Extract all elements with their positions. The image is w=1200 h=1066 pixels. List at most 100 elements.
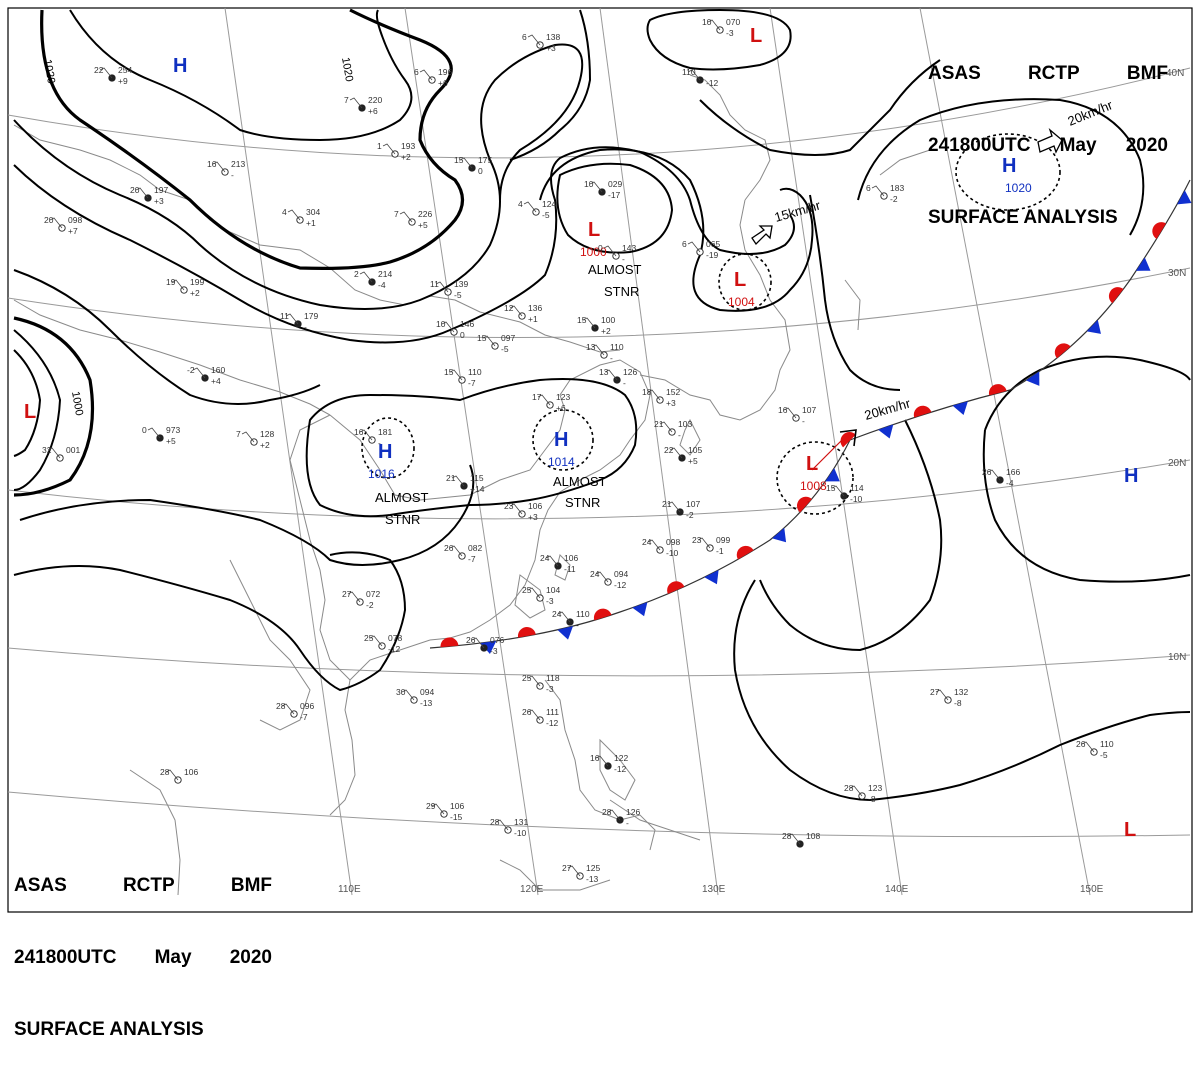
station-pressure: 078 xyxy=(388,633,402,643)
wind-barb-icon xyxy=(1081,741,1095,753)
wind-barb-icon xyxy=(527,587,541,599)
station-tendency: +3 xyxy=(666,398,676,408)
station-pressure: 104 xyxy=(546,585,560,595)
station-plot: 27 132-8 xyxy=(930,687,968,708)
header-month: May xyxy=(1059,135,1097,156)
station-tendency: +4 xyxy=(211,376,221,386)
station-pressure: 115 xyxy=(470,473,484,483)
warm-front-semicircle xyxy=(517,627,536,638)
station-pressure: 254 xyxy=(118,65,132,75)
wind-barb-icon xyxy=(47,447,61,459)
cold-front-triangle xyxy=(480,641,497,654)
station-temperature: 21 xyxy=(662,499,672,509)
station-pressure: 106 xyxy=(450,801,464,811)
wind-barb-icon xyxy=(567,865,581,877)
station-tendency: -5 xyxy=(542,210,550,220)
wind-barb-icon xyxy=(687,69,701,81)
station-pressure: 138 xyxy=(546,32,560,42)
wind-barb-icon xyxy=(359,271,373,283)
chart-header-top: ASAS RCTP BMF 241800UTC May 2020 SURFACE… xyxy=(928,14,1168,254)
station-temperature: 7 xyxy=(394,209,399,219)
station-temperature: 29 xyxy=(426,801,436,811)
station-pressure: 213 xyxy=(231,159,245,169)
station-pressure: 110 xyxy=(468,367,482,377)
cold-front-triangle xyxy=(825,468,840,482)
station-temperature: 19 xyxy=(166,277,176,287)
station-pressure: 114 xyxy=(850,483,864,493)
motion-arrow-icon xyxy=(811,439,843,471)
station-pressure: 181 xyxy=(378,427,392,437)
station-temperature: 1 xyxy=(377,141,382,151)
station-temperature: 13 xyxy=(586,342,596,352)
station-temperature: 6 xyxy=(682,239,687,249)
header-month: May xyxy=(154,947,192,968)
station-pressure: 214 xyxy=(378,269,392,279)
pressure-systems: H H 1020 H 1016 H 1014 H L L L 1000 L 10… xyxy=(24,25,1138,841)
station-temperature: 21 xyxy=(446,473,456,483)
high-center-icon: H xyxy=(1124,465,1138,487)
almost-stnr-label: STNR xyxy=(604,284,639,299)
wind-barb-icon xyxy=(603,245,617,257)
station-plot: 18 152+3 xyxy=(642,387,680,408)
station-pressure: 118 xyxy=(546,673,560,683)
wind-barb-icon xyxy=(545,555,559,567)
chart-header-bottom: ASAS RCTP BMF 241800UTC May 2020 SURFACE… xyxy=(14,826,272,1066)
station-pressure: 106 xyxy=(184,767,198,777)
cold-front-triangle xyxy=(1177,190,1192,205)
wind-barb-icon xyxy=(449,545,463,557)
low-center-icon: L xyxy=(750,25,762,47)
wind-barb-icon xyxy=(359,429,373,441)
station-temperature: 26 xyxy=(982,467,992,477)
station-pressure: 197 xyxy=(154,185,168,195)
station-tendency: -3 xyxy=(546,596,554,606)
station-pressure: 304 xyxy=(306,207,320,217)
station-temperature: 16 xyxy=(778,405,788,415)
station-pressure: 175 xyxy=(478,155,492,165)
station-pressure: 097 xyxy=(501,333,515,343)
station-temperature: 15 xyxy=(454,155,464,165)
wind-barb-icon xyxy=(783,407,797,419)
station-plot: 28 131-10 xyxy=(490,817,528,838)
station-temperature: 0 xyxy=(598,243,603,253)
station-plot: 12 136+1 xyxy=(504,303,542,324)
station-pressure: 179 xyxy=(304,311,318,321)
station-temperature: 4 xyxy=(518,199,523,209)
station-pressure: 166 xyxy=(1006,467,1020,477)
station-temperature: 10 xyxy=(584,179,594,189)
station-tendency: -3 xyxy=(546,684,554,694)
warm-front-semicircle xyxy=(797,496,812,513)
station-tendency: +3 xyxy=(546,43,556,53)
station-plot: 13 126- xyxy=(599,367,637,388)
station-plot: 10 070-3 xyxy=(702,17,740,38)
axis-labels: 110E 120E 130E 140E 150E 40N 30N 20N 10N xyxy=(338,68,1186,895)
cold-front-triangle xyxy=(1086,319,1101,334)
station-pressure: 094 xyxy=(614,569,628,579)
station-tendency: - xyxy=(610,353,613,363)
station-temperature: 26 xyxy=(1076,739,1086,749)
coastlines xyxy=(13,74,931,896)
station-plot: 4 304+1 xyxy=(282,207,320,228)
station-tendency: -10 xyxy=(666,548,679,558)
station-plot: 11 139-5 xyxy=(430,279,468,300)
wind-barb-icon xyxy=(451,475,465,487)
station-tendency: -5 xyxy=(1100,750,1108,760)
station-tendency: -12 xyxy=(388,644,401,654)
wind-barb-icon xyxy=(607,809,621,821)
station-tendency: +6 xyxy=(556,403,566,413)
station-plot: 17 123+6 xyxy=(532,392,570,413)
warm-front-semicircle xyxy=(736,545,754,560)
station-tendency: - xyxy=(378,438,381,448)
isobars xyxy=(13,8,1191,802)
station-tendency: +14 xyxy=(470,484,485,494)
wind-barb-icon xyxy=(287,209,301,221)
station-temperature: 17 xyxy=(532,392,542,402)
station-pressure: 099 xyxy=(716,535,730,545)
station-tendency: -17 xyxy=(608,190,621,200)
station-plot: 25 118-3 xyxy=(522,673,560,694)
station-tendency: -5 xyxy=(454,290,462,300)
station-tendency: - xyxy=(623,378,626,388)
station-temperature: 15 xyxy=(444,367,454,377)
warm-front-semicircle xyxy=(667,581,685,594)
station-plot: 21 107-2 xyxy=(662,499,700,520)
wind-barb-icon xyxy=(659,421,673,433)
